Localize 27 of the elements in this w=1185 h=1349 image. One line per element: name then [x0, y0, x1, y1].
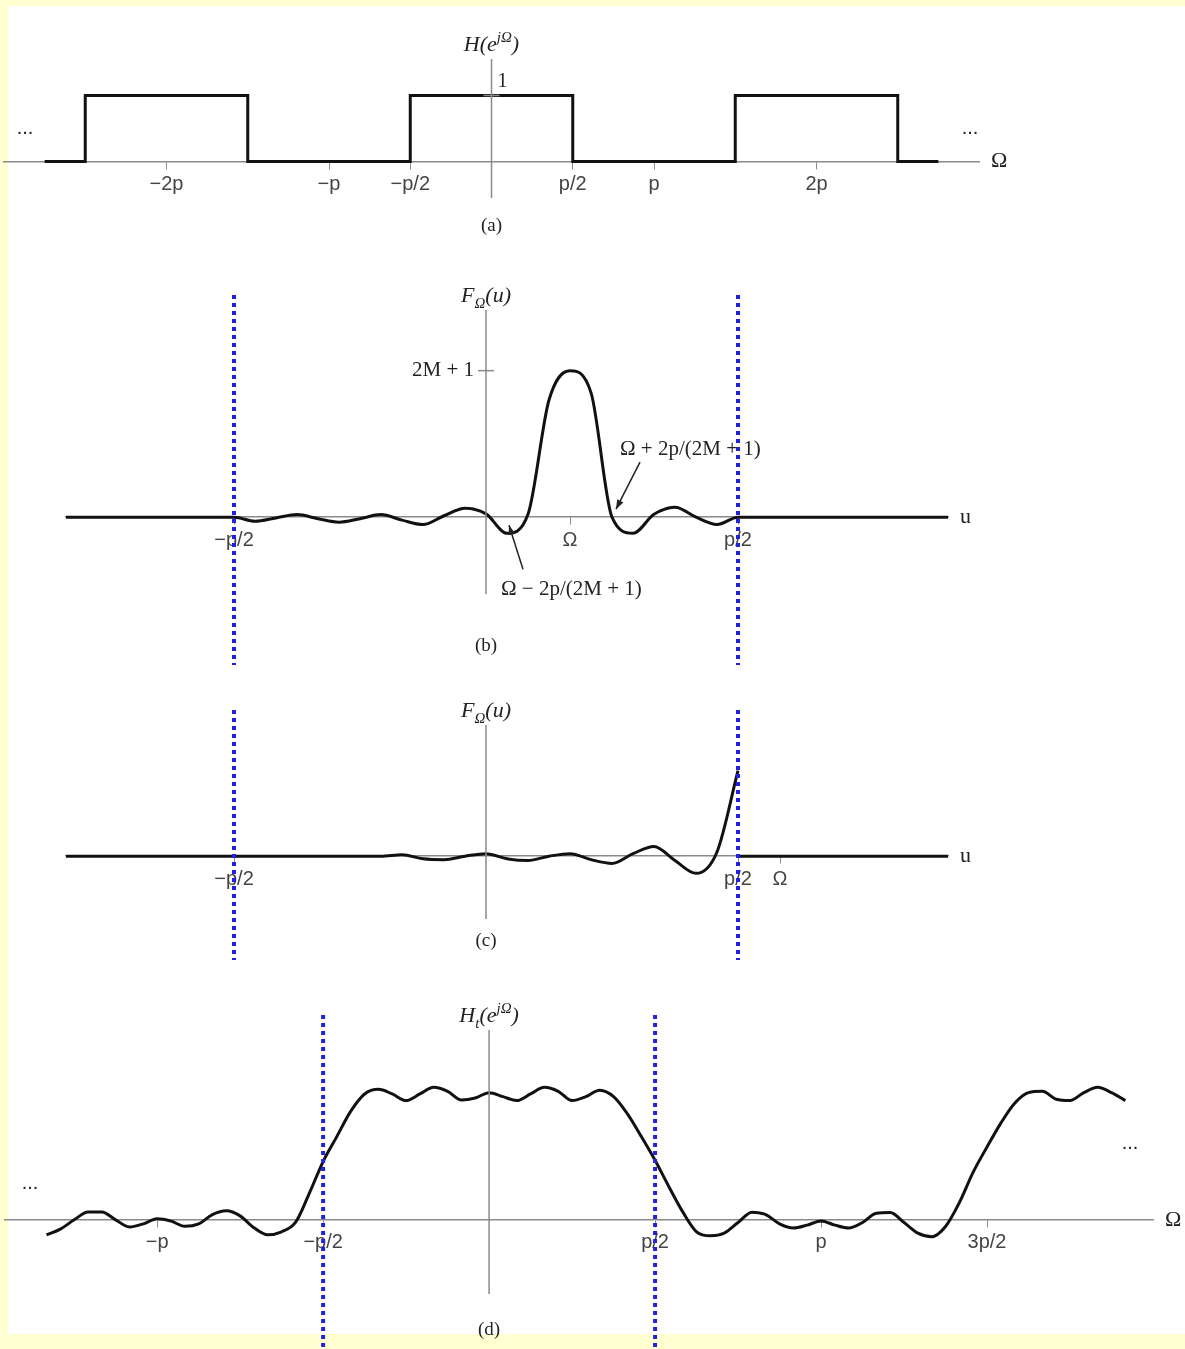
x-tick-label: −2p: [149, 172, 184, 195]
x-axis-title: u: [960, 842, 971, 867]
annotation: Ω + 2p/(2M + 1): [620, 436, 761, 461]
text: (d): [478, 1318, 501, 1340]
x-tick-label: Ω: [772, 866, 788, 889]
x-tick-label: 3p/2: [967, 1230, 1007, 1253]
x-axis-title: Ω: [991, 147, 1008, 173]
annotation: ...: [961, 115, 979, 138]
x-tick-label: −p: [317, 172, 341, 195]
x-axis-title: Ω: [1165, 1205, 1182, 1231]
x-tick-label: −p: [145, 1230, 169, 1253]
annotation: ...: [1121, 1130, 1139, 1153]
text: (a): [480, 214, 503, 236]
text: (c): [475, 929, 497, 951]
x-tick-label: p: [815, 1230, 827, 1253]
text: Ω − 2p/(2M + 1): [501, 576, 642, 601]
text: (b): [474, 634, 498, 656]
annotation: ...: [16, 115, 34, 138]
x-tick-label: Ω: [562, 527, 578, 550]
annotation: 2M + 1: [411, 357, 474, 382]
text: 1: [497, 68, 508, 91]
x-tick-label: 2p: [805, 172, 828, 195]
annotation: ...: [21, 1170, 39, 1193]
x-axis-title: u: [960, 502, 971, 528]
x-tick-label: −p/2: [390, 172, 430, 195]
x-tick-label: p: [648, 172, 660, 195]
x-tick-label: p/2: [558, 172, 587, 195]
